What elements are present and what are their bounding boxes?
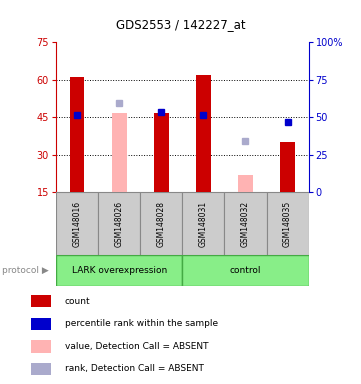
Text: count: count <box>65 297 90 306</box>
Bar <box>70 77 84 192</box>
Text: GSM148031: GSM148031 <box>199 200 208 247</box>
Bar <box>31 362 51 375</box>
Text: control: control <box>230 266 261 275</box>
Text: GSM148026: GSM148026 <box>115 200 123 247</box>
Bar <box>31 318 51 330</box>
Bar <box>112 113 126 192</box>
Text: GSM148032: GSM148032 <box>241 200 250 247</box>
Bar <box>182 255 309 286</box>
Text: GSM148016: GSM148016 <box>73 200 82 247</box>
Bar <box>238 174 253 192</box>
Bar <box>280 142 295 192</box>
Text: percentile rank within the sample: percentile rank within the sample <box>65 319 218 328</box>
Text: GSM148035: GSM148035 <box>283 200 292 247</box>
Text: value, Detection Call = ABSENT: value, Detection Call = ABSENT <box>65 342 208 351</box>
Bar <box>98 192 140 255</box>
Bar <box>266 192 309 255</box>
Bar <box>31 340 51 353</box>
Text: LARK overexpression: LARK overexpression <box>71 266 167 275</box>
Text: protocol ▶: protocol ▶ <box>2 266 49 275</box>
Bar <box>31 295 51 308</box>
Bar <box>154 113 169 192</box>
Bar <box>56 255 182 286</box>
Bar <box>56 192 98 255</box>
Text: GSM148028: GSM148028 <box>157 201 166 247</box>
Text: GDS2553 / 142227_at: GDS2553 / 142227_at <box>116 18 245 31</box>
Bar <box>182 192 225 255</box>
Bar <box>196 74 211 192</box>
Bar <box>140 192 182 255</box>
Bar <box>225 192 266 255</box>
Text: rank, Detection Call = ABSENT: rank, Detection Call = ABSENT <box>65 364 203 373</box>
